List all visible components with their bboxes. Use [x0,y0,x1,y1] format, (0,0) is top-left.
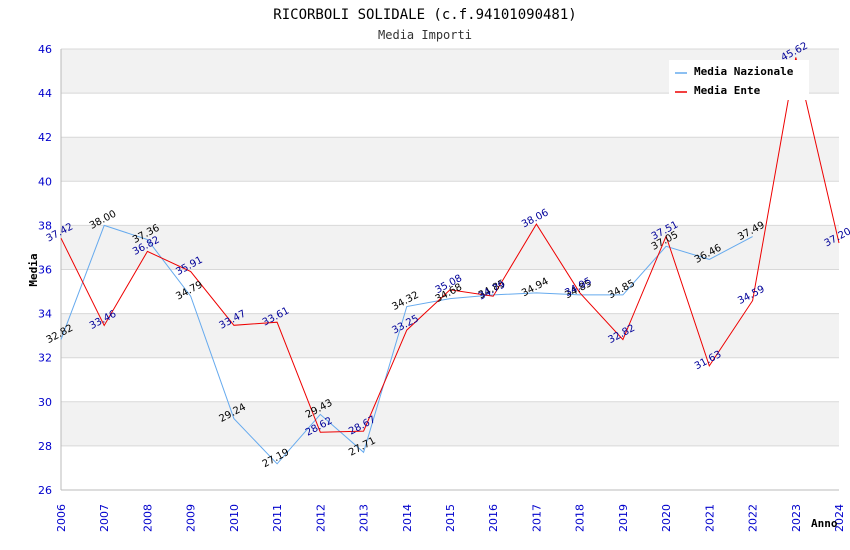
x-axis-label: Anno [811,517,838,530]
y-tick-label: 36 [38,264,52,277]
chart-subtitle: Media Importi [378,28,472,42]
y-axis-ticks: 26 28 30 32 34 36 38 40 42 44 46 [38,43,52,497]
x-tick-label: 2011 [271,504,284,532]
x-tick-label: 2024 [833,504,846,532]
x-tick-label: 2013 [358,504,371,532]
legend: Media Nazionale Media Ente [669,60,809,100]
x-axis-ticks: 2006 2007 2008 2009 2010 2011 2012 2013 2014 2015… [55,504,846,532]
y-tick-label: 44 [38,87,52,100]
y-axis-label: Media [27,253,40,286]
chart-title: RICORBOLI SOLIDALE (c.f.94101090481) [273,7,576,23]
legend-label-media-nazionale: Media Nazionale [694,65,794,78]
axes [60,49,839,491]
x-tick-label: 2019 [617,504,630,532]
y-tick-label: 46 [38,43,52,56]
x-tick-label: 2018 [574,504,587,532]
legend-label-media-ente: Media Ente [694,84,761,97]
series-lines [60,57,840,465]
grid-band [61,181,839,226]
x-tick-label: 2020 [660,504,673,532]
x-tick-label: 2022 [747,504,760,532]
grid-band [61,401,839,446]
x-tick-label: 2010 [228,504,241,532]
x-tick-label: 2007 [98,504,111,532]
y-tick-label: 32 [38,352,52,365]
grid-band [61,313,839,358]
x-tick-label: 2012 [314,504,327,532]
series-line-media-ente [60,57,840,433]
series-line-media-nazionale [60,224,753,465]
grid-band [61,357,839,402]
x-tick-label: 2006 [55,504,68,532]
y-tick-label: 40 [38,175,52,188]
legend-box [669,60,809,100]
grid-band [61,445,839,490]
x-tick-label: 2015 [444,504,457,532]
x-tick-label: 2016 [487,504,500,532]
y-tick-label: 26 [38,484,52,497]
y-tick-label: 30 [38,396,52,409]
x-tick-label: 2008 [141,504,154,532]
y-tick-label: 42 [38,131,52,144]
x-tick-label: 2021 [703,504,716,532]
x-tick-label: 2017 [530,504,543,532]
grid-band [61,137,839,182]
x-tick-label: 2009 [185,504,198,532]
x-tick-label: 2023 [790,504,803,532]
y-tick-label: 34 [38,308,52,321]
grid-band [61,93,839,138]
y-tick-label: 28 [38,440,52,453]
grid-band [61,269,839,314]
grid-band [61,225,839,270]
y-tick-label: 38 [38,219,52,232]
x-tick-label: 2014 [401,504,414,532]
